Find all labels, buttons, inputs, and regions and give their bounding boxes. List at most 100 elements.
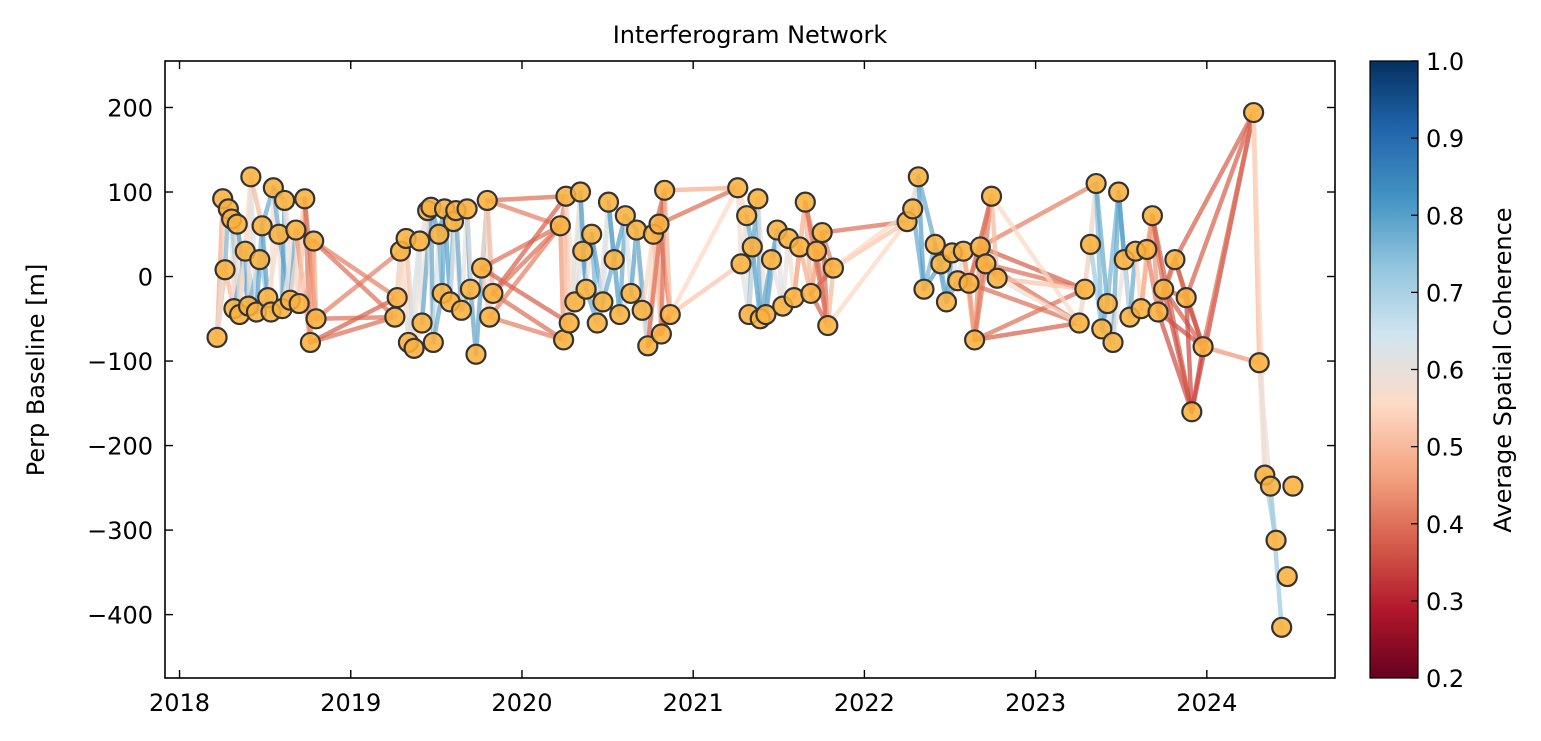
acquisition-marker (226, 213, 248, 235)
acquisition-marker (409, 230, 431, 252)
interferogram-edge (814, 248, 831, 328)
acquisition-marker (1153, 278, 1175, 300)
acquisition-marker (450, 299, 473, 321)
acquisition-marker (592, 291, 614, 313)
x-tick-label: 2018 (149, 689, 210, 717)
plot-frame (164, 60, 1336, 679)
acquisition-marker (755, 303, 777, 326)
acquisition-marker (609, 303, 631, 326)
interferogram-edge (1110, 257, 1127, 345)
interferogram-edge (487, 314, 566, 343)
interferogram-edge (989, 193, 1082, 326)
acquisition-marker (403, 337, 425, 359)
acquisition-marker (760, 249, 783, 271)
acquisition-marker (986, 267, 1008, 289)
x-tick-label: 2019 (320, 689, 381, 717)
colorbar (1369, 60, 1419, 679)
acquisition-marker (471, 257, 493, 279)
acquisition-marker (456, 198, 478, 220)
acquisition-marker (659, 303, 681, 326)
acquisition-marker (1079, 233, 1102, 256)
acquisition-markers (206, 101, 1304, 638)
colorbar-tick-label: 0.2 (1426, 665, 1464, 693)
acquisition-marker (800, 282, 822, 305)
acquisition-marker (465, 343, 487, 365)
interferogram-edge (311, 238, 400, 300)
interferogram-edge (916, 174, 927, 292)
interferogram-edge (485, 198, 496, 296)
colorbar-tick-label: 1.0 (1426, 48, 1464, 76)
acquisition-marker (913, 278, 935, 300)
acquisition-marker (558, 312, 580, 334)
interferogram-edge (308, 314, 398, 345)
acquisition-marker (747, 188, 769, 210)
interferogram-edge (916, 174, 938, 247)
acquisition-marker (741, 236, 763, 258)
y-axis-label: Perp Baseline [m] (22, 264, 50, 477)
acquisition-marker (1175, 287, 1197, 309)
x-tick-label: 2022 (834, 689, 895, 717)
interferogram-edge (994, 275, 1082, 326)
acquisition-marker (1091, 318, 1113, 340)
chart-title: Interferogram Network (613, 21, 888, 49)
interferogram-edge (490, 193, 569, 296)
acquisition-marker (907, 166, 929, 188)
acquisition-marker (964, 329, 986, 351)
acquisition-marker (620, 282, 642, 305)
acquisition-marker (1271, 616, 1293, 638)
acquisition-marker (902, 198, 924, 220)
y-tick-label: 100 (107, 179, 153, 207)
acquisition-marker (958, 272, 980, 294)
acquisition-marker (206, 326, 228, 348)
acquisition-marker (240, 166, 262, 188)
acquisition-marker (1147, 301, 1169, 323)
acquisition-marker (614, 205, 636, 227)
acquisition-marker (1259, 475, 1282, 497)
acquisition-marker (303, 230, 325, 252)
acquisition-marker (822, 257, 845, 279)
acquisition-marker (817, 314, 839, 337)
interferogram-edge (248, 174, 259, 315)
acquisition-marker (736, 205, 758, 227)
interferogram-edge (1093, 181, 1110, 306)
y-tick-label: −100 (87, 348, 153, 376)
interferogram-edge (1268, 483, 1284, 630)
interferogram-edge (972, 286, 1088, 343)
acquisition-marker (581, 223, 603, 245)
acquisition-marker (569, 181, 592, 203)
acquisition-marker (422, 331, 444, 354)
y-axis: 200 100 0 −100 −200 −300 −400 (87, 94, 1335, 630)
interferogram-edge (485, 193, 569, 203)
acquisition-marker (288, 292, 310, 315)
colorbar-label: Average Spatial Coherence (1489, 207, 1517, 532)
acquisition-marker (1248, 352, 1270, 374)
acquisition-marker (1074, 278, 1096, 300)
acquisition-marker (305, 308, 327, 330)
acquisition-marker (805, 240, 828, 262)
acquisition-marker (935, 291, 958, 313)
interferogram-edge (668, 185, 740, 317)
acquisition-marker (1085, 172, 1107, 195)
colorbar-tick-label: 0.4 (1426, 511, 1464, 539)
acquisition-marker (476, 189, 498, 212)
acquisition-marker (549, 215, 571, 237)
acquisition-marker (1102, 331, 1124, 354)
interferogram-edge (1161, 286, 1206, 349)
x-tick-label: 2023 (1005, 689, 1066, 717)
acquisition-marker (386, 287, 408, 309)
acquisition-marker (597, 191, 620, 213)
x-tick-label: 2024 (1176, 689, 1237, 717)
interferogram-edge (311, 238, 319, 322)
y-tick-label: −200 (87, 433, 153, 461)
acquisition-marker (1096, 292, 1118, 315)
acquisition-marker (411, 312, 433, 334)
y-tick-label: −300 (87, 517, 153, 545)
y-tick-label: 0 (138, 264, 153, 292)
acquisition-marker (428, 223, 450, 245)
colorbar-tick-label: 0.6 (1426, 357, 1464, 385)
x-axis: 2018 2019 2020 2021 2022 2023 2024 (149, 61, 1237, 717)
y-tick-label: −400 (87, 602, 153, 630)
acquisition-marker (251, 215, 273, 237)
interferogram-edge (1183, 110, 1256, 300)
